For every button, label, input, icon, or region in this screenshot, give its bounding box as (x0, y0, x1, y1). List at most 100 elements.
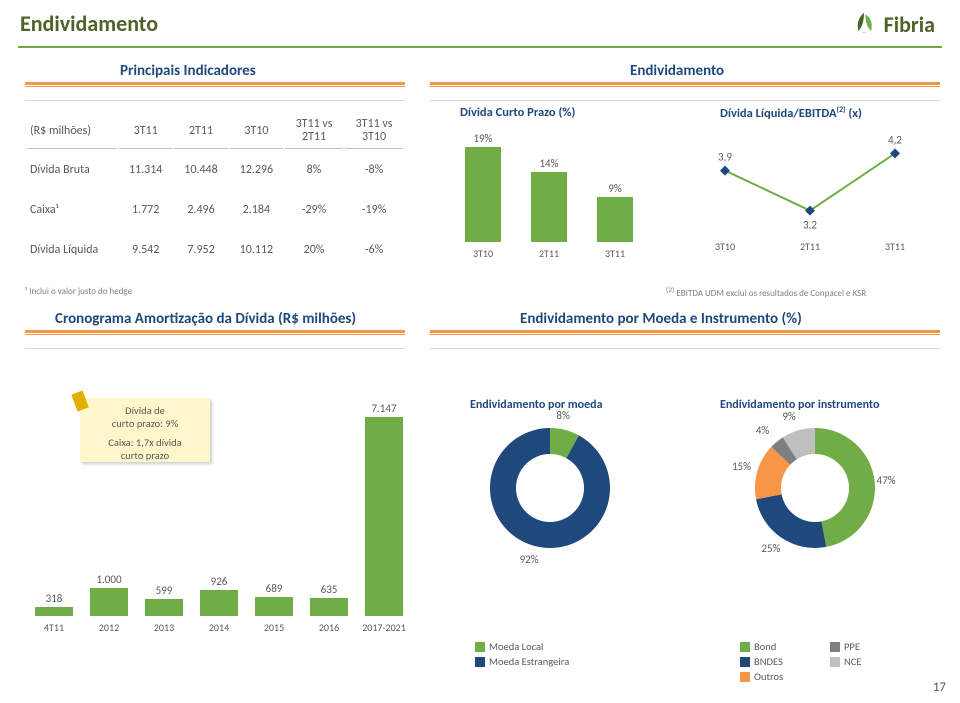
x-label: 2T11 (526, 247, 572, 260)
rule-endiv (430, 82, 940, 85)
x-label: 2012 (82, 621, 136, 634)
chart-cronograma: 3184T111.0002012599201392620146892015635… (25, 378, 425, 638)
donut-instr: 47%25%15%4%9% (745, 418, 885, 558)
legend-swatch (740, 642, 750, 652)
bar (465, 147, 501, 242)
legend-instr-left: Bond BNDES Outros (740, 640, 783, 683)
legend-item: Outros (740, 670, 783, 683)
legend-label: NCE (844, 655, 862, 668)
legend-label: BNDES (754, 655, 783, 668)
slice-label: 8% (556, 409, 569, 422)
slice-label: 4% (756, 424, 769, 437)
leaf-icon (850, 10, 878, 38)
legend-swatch (830, 642, 840, 652)
table-cell: 9.542 (119, 231, 172, 269)
table-row: Caixa¹1.7722.4962.184-29%-19% (27, 191, 403, 229)
table-header: 3T11 (119, 114, 172, 149)
x-label: 3T11 (592, 247, 638, 260)
bar (597, 197, 633, 242)
legend-swatch (740, 672, 750, 682)
section-title-moeda: Endividamento por Moeda e Instrumento (%… (520, 310, 802, 328)
table-cell: 12.296 (230, 151, 283, 189)
legend-swatch (740, 657, 750, 667)
slice-label: 9% (782, 410, 795, 423)
table-row: Dívida Líquida9.5427.95210.11220%-6% (27, 231, 403, 269)
legend-swatch (475, 657, 485, 667)
table-cell: 1.772 (119, 191, 172, 229)
footnote-right: (2) EBITDA UDM exclui os resultados de C… (666, 286, 866, 299)
table-cell: 8% (285, 151, 343, 189)
legend-swatch (475, 642, 485, 652)
bar (90, 588, 128, 616)
footnote-left: ¹ Inclui o valor justo do hedge (25, 286, 132, 297)
table-cell: 7.952 (174, 231, 227, 269)
bar-label: 635 (305, 583, 353, 596)
rule2-endiv (430, 86, 940, 87)
chart-curto-prazo: 19%3T1014%2T119%3T11 (445, 122, 645, 262)
table-cell: Caixa¹ (27, 191, 117, 229)
legend-item: Moeda Estrangeira (475, 655, 569, 668)
table-cell: -6% (345, 231, 403, 269)
section-title-cronograma: Cronograma Amortização da Dívida (R$ mil… (55, 310, 356, 328)
donut-title-moeda: Endividamento por moeda (470, 398, 603, 412)
legend-swatch (830, 657, 840, 667)
donut-moeda: 8%92% (480, 418, 620, 558)
donut-title-instr: Endividamento por instrumento (720, 398, 879, 412)
legend-item: Moeda Local (475, 640, 569, 653)
legend-label: Bond (754, 640, 776, 653)
x-label: 4T11 (27, 621, 81, 634)
rule2-cronograma (25, 334, 405, 335)
bar-label: 19% (465, 132, 501, 145)
table-cell: -29% (285, 191, 343, 229)
panel-line-4 (430, 348, 940, 349)
top-rule (18, 46, 942, 48)
table-header: 3T11 vs3T10 (345, 114, 403, 149)
bar (531, 172, 567, 242)
title-sup: (2) (837, 105, 846, 115)
chart-divida-liq: 3,93T103,22T114,23T11 (700, 122, 930, 262)
title-suffix: (x) (846, 106, 862, 121)
bar-label: 689 (250, 582, 298, 595)
table-header: (R$ milhões) (27, 114, 117, 149)
slice-label: 92% (520, 553, 539, 566)
bar (365, 417, 403, 616)
bar-label: 9% (597, 182, 633, 195)
panel-line-2 (430, 100, 940, 101)
slice-label: 47% (877, 474, 896, 487)
bar (255, 597, 293, 616)
x-label: 2014 (192, 621, 246, 634)
legend-item: PPE (830, 640, 862, 653)
table-cell: 2.184 (230, 191, 283, 229)
table-cell: 10.112 (230, 231, 283, 269)
page-title: Endividamento (20, 10, 158, 37)
bar-label: 318 (30, 592, 78, 605)
x-label: 2013 (137, 621, 191, 634)
panel-line (25, 100, 405, 101)
chart-title-curto-prazo: Dívida Curto Prazo (%) (460, 105, 575, 120)
svg-text:2T11: 2T11 (800, 240, 820, 253)
slice-label: 15% (732, 460, 751, 473)
legend-moeda: Moeda Local Moeda Estrangeira (475, 640, 569, 668)
bar (35, 607, 73, 616)
table-header: 2T11 (174, 114, 227, 149)
x-label: 2016 (302, 621, 356, 634)
legend-label: Moeda Local (489, 640, 543, 653)
chart-title-divida-liq: Dívida Líquida/EBITDA(2) (x) (720, 105, 862, 121)
table-header: 3T11 vs2T11 (285, 114, 343, 149)
bar (310, 598, 348, 616)
rule-cronograma (25, 330, 405, 333)
panel-line-3 (25, 348, 405, 349)
legend-instr-right: PPE NCE (830, 640, 862, 668)
slice-label: 25% (761, 542, 780, 555)
legend-label: Outros (754, 670, 783, 683)
table-cell: 10.448 (174, 151, 227, 189)
table-cell: 11.314 (119, 151, 172, 189)
rule-moeda (430, 330, 940, 333)
legend-label: Moeda Estrangeira (489, 655, 569, 668)
bar-label: 7.147 (360, 402, 408, 415)
logo-text: Fibria (884, 11, 935, 38)
svg-text:3T10: 3T10 (715, 240, 735, 253)
bar (200, 590, 238, 616)
x-label: 2015 (247, 621, 301, 634)
section-title-indicadores: Principais Indicadores (120, 62, 256, 80)
